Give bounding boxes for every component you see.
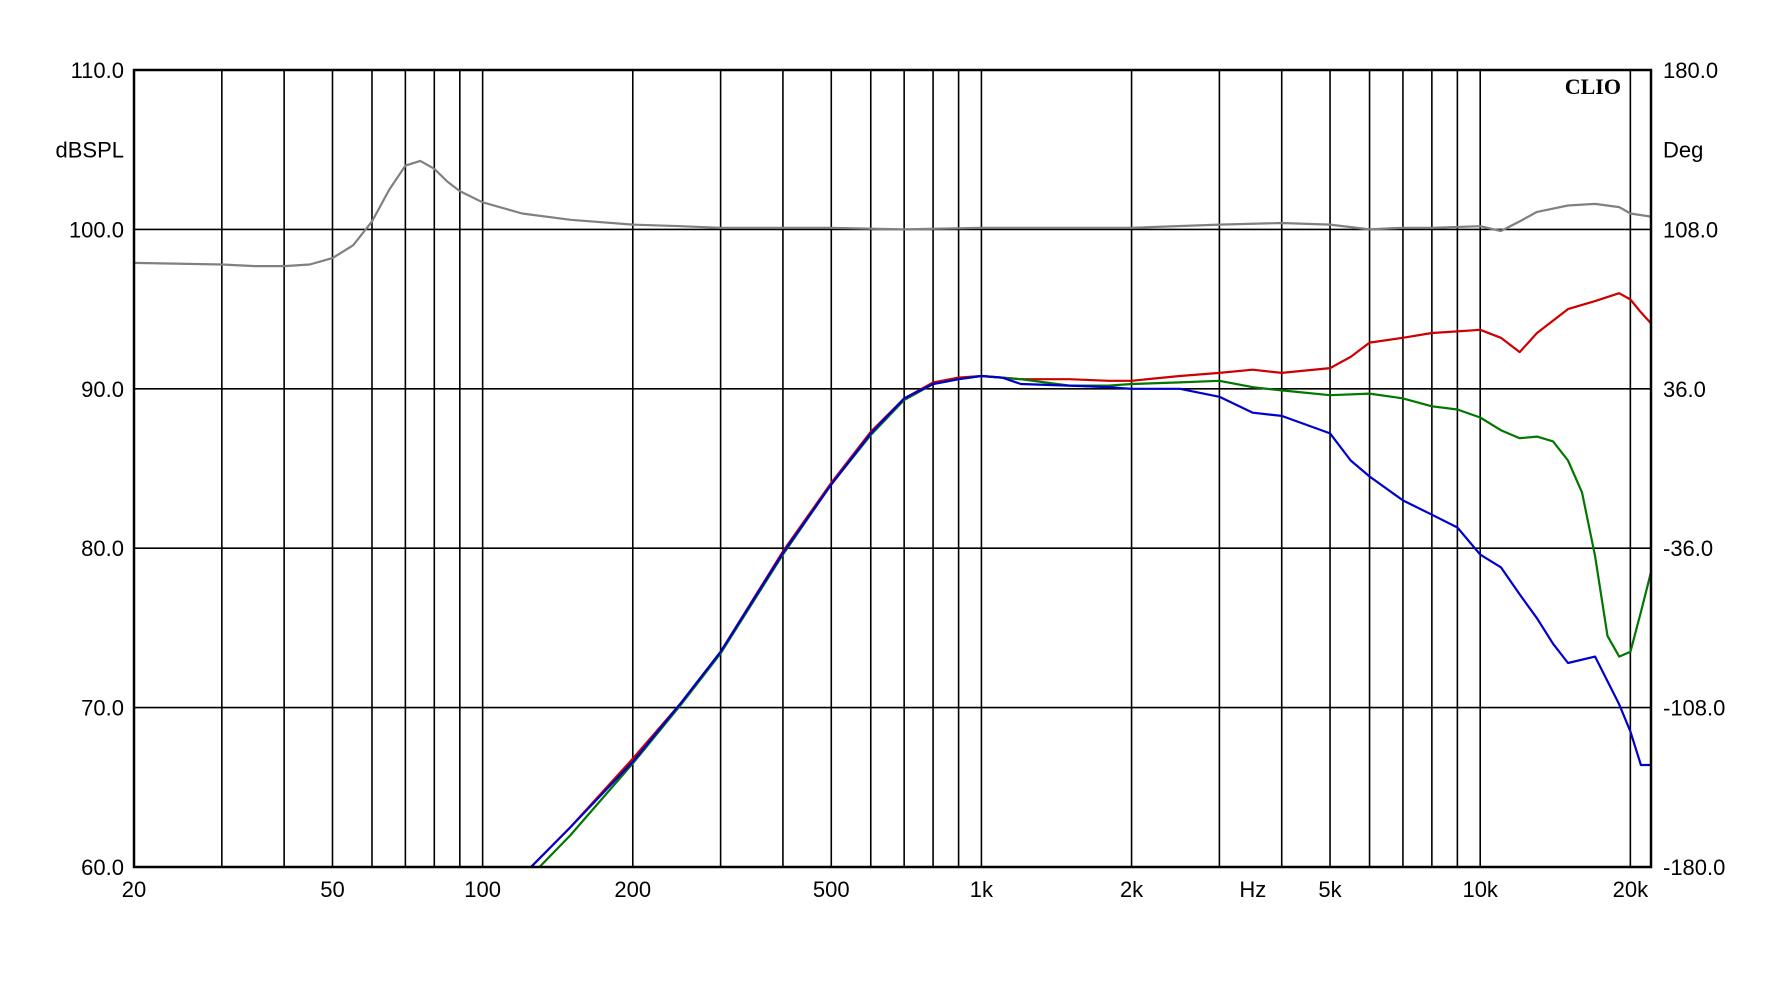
y2-tick-label: -180.0 — [1663, 855, 1725, 880]
plot-frame — [132, 68, 1653, 869]
y-tick-label: 90.0 — [81, 377, 124, 402]
y-tick-label: 70.0 — [81, 696, 124, 721]
x-tick-label: 20 — [122, 877, 146, 902]
x-tick-label: 500 — [813, 877, 850, 902]
y2-tick-label: -108.0 — [1663, 696, 1725, 721]
traces — [134, 159, 1651, 867]
x-tick-label: 100 — [464, 877, 501, 902]
x-tick-label: 200 — [614, 877, 651, 902]
clio-brand-label: CLIO — [1565, 74, 1621, 99]
y2-tick-label: 108.0 — [1663, 217, 1718, 242]
x-tick-label: 50 — [320, 877, 344, 902]
y-tick-label: 100.0 — [69, 217, 124, 242]
y2-tick-label: -36.0 — [1663, 536, 1713, 561]
series-line-4 — [529, 374, 1651, 867]
y-tick-label: 110.0 — [71, 58, 124, 83]
x-tick-label: 10k — [1462, 877, 1498, 902]
x-tick-label: 1k — [970, 877, 994, 902]
y-axis-unit: dBSPL — [56, 138, 125, 163]
x-tick-label: 2k — [1120, 877, 1144, 902]
x-tick-label: 20k — [1613, 877, 1649, 902]
x-tick-label: 5k — [1318, 877, 1342, 902]
y2-tick-label: 180.0 — [1663, 58, 1718, 83]
y2-axis-unit: Deg — [1663, 138, 1703, 163]
y-tick-label: 60.0 — [81, 855, 124, 880]
series-line-1 — [134, 159, 1651, 268]
x-axis-unit: Hz — [1239, 877, 1266, 902]
tick-labels: 110.0 100.0 90.0 80.0 70.0 60.0 180.0 108.0 36.0… — [69, 58, 1725, 902]
y-tick-label: 80.0 — [81, 536, 124, 561]
y2-tick-label: 36.0 — [1663, 377, 1706, 402]
